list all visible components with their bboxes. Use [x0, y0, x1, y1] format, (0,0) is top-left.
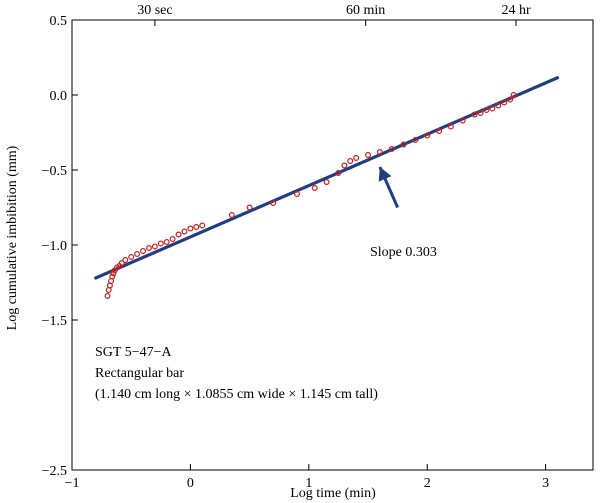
data-point [311, 185, 318, 192]
sample-shape-label: Rectangular bar [95, 366, 184, 381]
data-points [104, 91, 517, 300]
data-point [181, 228, 188, 235]
data-point [483, 106, 490, 113]
data-point [388, 146, 395, 153]
data-point [187, 225, 194, 232]
data-point [293, 191, 300, 198]
y-tick-label: −1.0 [42, 239, 67, 254]
data-point [163, 239, 170, 246]
x-tick-label: 3 [542, 476, 549, 491]
data-point [169, 236, 176, 243]
data-point [477, 109, 484, 116]
data-point [436, 128, 443, 135]
tick-labels: −1 0 1 2 3 −2.5 −1.5 −1.0 −0.5 0.0 0.5 30 sec 60 min… [42, 3, 550, 491]
data-point [122, 257, 129, 264]
top-tick-label: 24 hr [501, 3, 531, 18]
y-tick-label: 0.0 [50, 89, 68, 104]
data-point [341, 162, 348, 169]
slope-arrow-head [378, 167, 392, 182]
y-axis-label: Log cumulative imbibition (mm) [5, 145, 20, 330]
data-point [110, 270, 117, 277]
sample-id-label: SGT 5−47−A [95, 345, 172, 360]
data-point [199, 222, 206, 229]
data-point [246, 204, 253, 211]
top-tick-label: 30 sec [137, 3, 172, 18]
data-point [109, 273, 116, 280]
y-tick-label: −1.5 [42, 314, 67, 329]
plot-frame [71, 19, 594, 471]
tick-marks [71, 19, 547, 471]
data-point [323, 179, 330, 186]
data-point [376, 149, 383, 156]
data-point [471, 111, 478, 118]
data-point [118, 260, 125, 267]
data-point [145, 245, 152, 252]
data-point [424, 132, 431, 139]
data-point [151, 243, 158, 250]
data-point [353, 155, 360, 162]
data-point [495, 102, 502, 109]
data-point [412, 137, 419, 144]
y-tick-label: −0.5 [42, 164, 67, 179]
data-point [510, 91, 517, 98]
data-point [140, 248, 147, 255]
y-tick-label: 0.5 [50, 14, 68, 29]
x-tick-label: 1 [305, 476, 312, 491]
data-point [157, 240, 164, 247]
x-tick-label: 0 [187, 476, 194, 491]
x-tick-label: −1 [65, 476, 80, 491]
data-point [175, 231, 182, 238]
data-point [501, 99, 508, 106]
data-point [270, 200, 277, 207]
data-point [459, 117, 466, 124]
data-point [228, 212, 235, 219]
data-point [447, 123, 454, 130]
axes [71, 19, 594, 471]
data-point [507, 96, 514, 103]
slope-arrow [378, 166, 399, 209]
data-point [365, 152, 372, 159]
data-point [128, 254, 135, 261]
top-tick-label: 60 min [346, 3, 385, 18]
data-point [104, 293, 111, 300]
slope-label: Slope 0.303 [370, 245, 437, 260]
data-point [400, 141, 407, 148]
data-point [193, 224, 200, 231]
y-tick-label: −2.5 [42, 464, 67, 479]
data-point [134, 251, 141, 258]
x-tick-label: 2 [424, 476, 431, 491]
x-axis-label: Log time (min) [290, 486, 376, 501]
data-point [347, 158, 354, 165]
sample-dimensions-label: (1.140 cm long × 1.0855 cm wide × 1.145 … [95, 387, 378, 402]
data-point [335, 170, 342, 177]
data-point [489, 105, 496, 112]
